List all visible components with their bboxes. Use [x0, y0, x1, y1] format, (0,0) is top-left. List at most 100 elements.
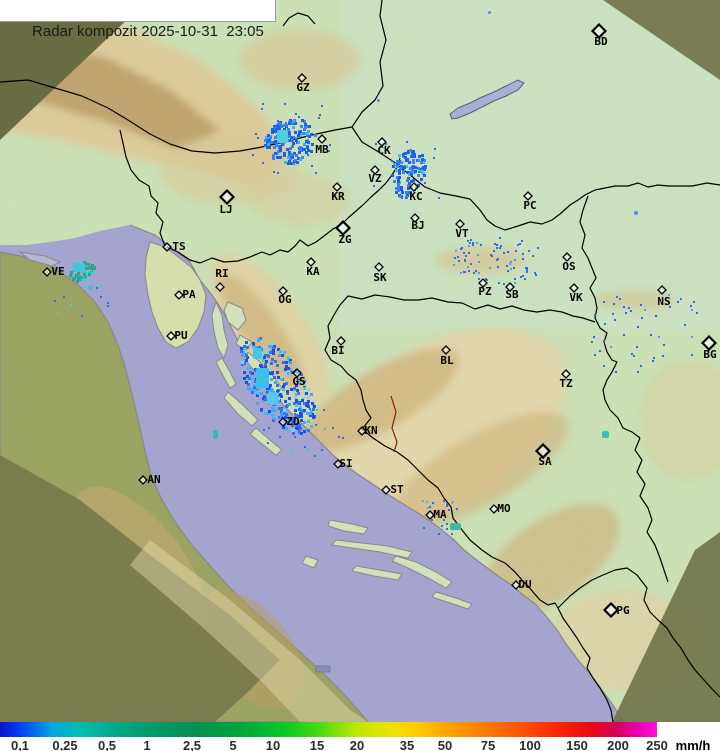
station-label-OG: OG — [278, 293, 292, 306]
station-label-CK: CK — [377, 144, 391, 157]
station-label-GZ: GZ — [296, 81, 310, 94]
precip-cluster-velebit-scatter — [263, 408, 344, 457]
precip-core — [253, 348, 262, 359]
station-label-BG: BG — [703, 348, 717, 361]
station-diamond-PZ — [478, 278, 488, 288]
station-label-TZ: TZ — [559, 377, 573, 390]
radar-map-canvas: GZ MB CK VZ KC KR PC LJ BJ VT ZG TS KA OS SK RI OG PA PZ SB… — [0, 0, 720, 722]
station-diamond-NS — [657, 285, 667, 295]
precip-cluster-cakovec-core — [391, 149, 427, 199]
station-label-MO: MO — [497, 502, 511, 515]
station-diamond-SI — [333, 459, 343, 469]
station-label-ZD: ZD — [286, 415, 300, 428]
station-diamond-GS — [292, 368, 302, 378]
neretva-river — [390, 395, 398, 453]
station-diamond-KN — [357, 426, 367, 436]
radar-map: GZ MB CK VZ KC KR PC LJ BJ VT ZG TS KA OS SK RI OG PA PZ SB… — [0, 0, 720, 722]
station-label-GS: GS — [292, 375, 305, 388]
station-label-TS: TS — [172, 240, 185, 253]
station-label-AN: AN — [147, 473, 160, 486]
station-diamond-BI — [336, 336, 346, 346]
country-borders — [0, 0, 720, 722]
station-label-BD: BD — [594, 35, 608, 48]
terrain-texture — [0, 0, 720, 722]
station-diamond-ZD — [278, 417, 288, 427]
station-label-PU: PU — [174, 329, 188, 342]
station-label-SB: SB — [505, 288, 519, 301]
legend-tick-10: 10 — [265, 738, 281, 751]
station-diamond-PC — [523, 191, 533, 201]
station-label-LJ: LJ — [219, 203, 232, 216]
station-diamond-MA — [425, 510, 435, 520]
legend-tick-15: 15 — [309, 738, 325, 751]
station-diamond-PA — [174, 290, 184, 300]
precip-core — [377, 99, 380, 102]
station-label-KA: KA — [306, 265, 320, 278]
station-label-KR: KR — [331, 190, 345, 203]
station-diamond-TS — [162, 242, 172, 252]
station-label-RI: RI — [215, 267, 228, 280]
station-label-PA: PA — [182, 288, 196, 301]
station-diamond-PG — [602, 601, 620, 619]
station-diamond-MO — [489, 504, 499, 514]
station-label-VK: VK — [569, 291, 583, 304]
station-label-SK: SK — [373, 271, 387, 284]
station-label-SA: SA — [538, 455, 552, 468]
station-diamond-KC — [409, 182, 419, 192]
precip-core — [277, 130, 288, 143]
station-diamond-ZG — [334, 219, 352, 237]
precip-core — [213, 430, 218, 439]
station-label-PG: PG — [616, 604, 630, 617]
station-label-VZ: VZ — [368, 172, 382, 185]
station-diamond-SK — [374, 262, 384, 272]
station-diamond-OS — [562, 252, 572, 262]
station-diamond-VT — [455, 219, 465, 229]
station-diamond-MB — [317, 134, 327, 144]
station-diamond-VE — [42, 267, 52, 277]
station-diamond-OG — [278, 286, 288, 296]
legend-tick-0,25: 0,25 — [52, 738, 78, 751]
station-diamond-KA — [306, 257, 316, 267]
legend-tick-0,5: 0,5 — [97, 738, 117, 751]
legend-color-bar — [0, 722, 657, 737]
station-label-BJ: BJ — [411, 219, 424, 232]
station-diamond-VK — [569, 283, 579, 293]
legend-tick-2,5: 2,5 — [182, 738, 202, 751]
precip-core — [488, 11, 491, 14]
station-label-KC: KC — [409, 190, 422, 203]
station-diamond-KR — [332, 182, 342, 192]
title-bar: Radar kompozit 2025-10-31 23:05 — [0, 0, 276, 40]
station-diamond-BG — [700, 334, 718, 352]
station-label-VT: VT — [455, 227, 469, 240]
station-label-DU: DU — [518, 578, 532, 591]
precip-core — [73, 263, 85, 272]
precip-cluster-srijem-scatter — [591, 294, 698, 373]
station-diamond-ST — [381, 485, 391, 495]
legend-tick-5: 5 — [229, 738, 237, 751]
station-label-MA: MA — [433, 508, 447, 521]
legend-tick-1: 1 — [143, 738, 151, 751]
legend-tick-250: 250 — [646, 738, 668, 751]
precip-cluster-papuk-scatter — [453, 237, 539, 285]
station-diamond-SA — [534, 442, 552, 460]
legend-tick-0,1: 0,1 — [10, 738, 30, 751]
station-label-SI: SI — [339, 457, 352, 470]
precip-cluster-maribor-scatter — [252, 103, 331, 174]
station-diamond-CK — [377, 137, 387, 147]
station-diamond-PU — [166, 331, 176, 341]
precip-core — [88, 285, 93, 290]
precip-cluster-venice-scatter — [54, 285, 109, 317]
station-label-VE: VE — [51, 265, 64, 278]
precip-core — [256, 368, 269, 388]
station-label-KN: KN — [364, 424, 377, 437]
station-label-PC: PC — [523, 199, 536, 212]
legend-tick-200: 200 — [607, 738, 629, 751]
precipitation-echoes — [54, 11, 698, 535]
station-diamond-RI — [215, 282, 225, 292]
map-title: Radar kompozit 2025-10-31 23:05 — [32, 23, 264, 40]
legend-tick-20: 20 — [349, 738, 365, 751]
rainrate-legend: 0,1 0,25 0,5 1 2,5 5 10 15 20 35 50 75 100 150 200 250 … — [0, 722, 720, 751]
station-label-OS: OS — [562, 260, 575, 273]
precip-core — [602, 431, 609, 438]
